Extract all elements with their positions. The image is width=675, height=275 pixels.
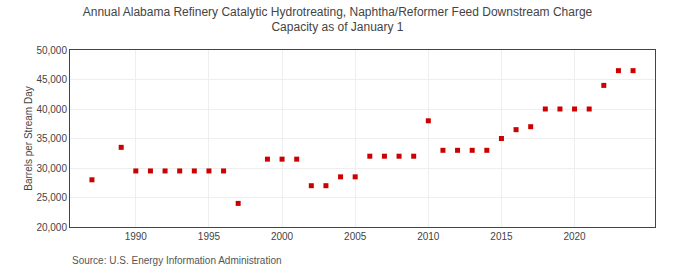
svg-text:2020: 2020: [563, 231, 586, 242]
svg-text:50,000: 50,000: [36, 45, 67, 56]
svg-text:25,000: 25,000: [36, 192, 67, 203]
svg-text:20,000: 20,000: [36, 222, 67, 233]
svg-text:1995: 1995: [198, 231, 221, 242]
svg-text:2015: 2015: [490, 231, 513, 242]
svg-text:35,000: 35,000: [36, 133, 67, 144]
svg-text:Annual Alabama Refinery Cataly: Annual Alabama Refinery Catalytic Hydrot…: [83, 5, 593, 35]
svg-text:2000: 2000: [271, 231, 294, 242]
svg-text:Source: U.S. Energy Informatio: Source: U.S. Energy Information Administ…: [72, 255, 282, 266]
svg-text:2005: 2005: [344, 231, 367, 242]
svg-text:45,000: 45,000: [36, 74, 67, 85]
svg-text:30,000: 30,000: [36, 163, 67, 174]
svg-text:1990: 1990: [125, 231, 148, 242]
svg-text:40,000: 40,000: [36, 104, 67, 115]
svg-text:Barrels per Stream Day: Barrels per Stream Day: [23, 86, 34, 190]
svg-text:2010: 2010: [417, 231, 440, 242]
